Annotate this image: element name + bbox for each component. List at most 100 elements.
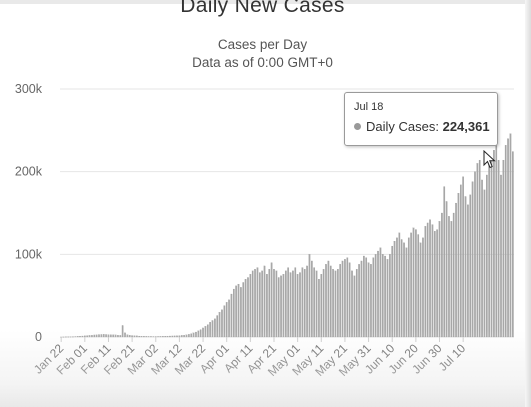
bar xyxy=(457,193,460,338)
bar xyxy=(339,264,342,338)
bar xyxy=(147,336,150,338)
bar xyxy=(162,336,164,338)
bar xyxy=(398,232,401,338)
y-tick-label: 100k xyxy=(15,247,43,261)
bar xyxy=(136,335,138,338)
bar xyxy=(140,336,143,338)
bar xyxy=(202,327,204,338)
bar xyxy=(445,201,448,338)
bar xyxy=(311,260,313,338)
tooltip-date: Jul 18 xyxy=(354,101,384,113)
bar xyxy=(270,262,273,338)
bar xyxy=(407,237,410,338)
bar xyxy=(296,274,299,338)
bar-series xyxy=(60,133,514,338)
bar xyxy=(308,254,311,338)
bar xyxy=(114,334,117,338)
bar xyxy=(95,334,98,338)
bar xyxy=(65,336,67,338)
tooltip-value: 224,361 xyxy=(442,119,490,134)
bar xyxy=(126,334,129,338)
bar xyxy=(488,163,490,338)
bar xyxy=(214,318,216,338)
bar xyxy=(169,335,171,338)
bar xyxy=(294,267,297,338)
bar xyxy=(69,336,72,338)
bar xyxy=(471,181,474,338)
bar xyxy=(512,151,514,338)
bar xyxy=(98,334,100,338)
bar xyxy=(483,189,486,338)
bar xyxy=(379,247,382,338)
bar xyxy=(84,335,86,338)
chart-subtitle: Cases per Day xyxy=(217,37,308,52)
bar xyxy=(185,334,188,338)
bar xyxy=(249,274,252,338)
bar xyxy=(117,335,119,338)
bar xyxy=(384,255,386,338)
bar xyxy=(100,334,103,338)
bar xyxy=(128,335,131,338)
bar xyxy=(386,259,389,338)
bar xyxy=(133,335,136,338)
bar xyxy=(424,226,427,338)
bar xyxy=(164,336,167,338)
pointer-cursor-icon xyxy=(483,150,496,169)
bar xyxy=(329,265,332,338)
data-tooltip: Jul 18 Daily Cases: 224,361 xyxy=(344,92,498,146)
bar xyxy=(289,272,292,338)
bar xyxy=(211,320,214,338)
bar xyxy=(237,283,240,338)
bar xyxy=(277,277,280,338)
bar xyxy=(199,329,202,338)
bar xyxy=(405,247,408,338)
bar xyxy=(110,334,112,338)
bar xyxy=(124,332,126,338)
bar xyxy=(105,334,107,338)
bar xyxy=(372,257,375,338)
bar xyxy=(391,245,394,338)
bar xyxy=(429,219,431,338)
bar xyxy=(242,282,245,338)
bar xyxy=(230,293,233,338)
bar xyxy=(459,184,462,338)
bar xyxy=(464,196,467,338)
bar xyxy=(180,335,183,338)
bar xyxy=(370,264,372,338)
bar xyxy=(173,335,176,338)
bar xyxy=(355,269,358,338)
bar xyxy=(178,335,181,338)
bar xyxy=(410,232,412,338)
bar xyxy=(79,336,81,338)
bar xyxy=(502,159,505,338)
bar xyxy=(88,335,91,338)
bar xyxy=(263,265,266,338)
bar xyxy=(228,299,230,338)
bar xyxy=(143,336,145,338)
bar xyxy=(415,229,417,338)
bar xyxy=(254,269,256,338)
bar xyxy=(476,163,479,338)
bar xyxy=(197,330,200,338)
bar xyxy=(62,336,65,338)
bar xyxy=(266,274,268,338)
bar xyxy=(67,336,70,338)
bar xyxy=(325,264,327,338)
tooltip-label: Daily Cases: xyxy=(366,119,439,134)
window-edge xyxy=(525,0,531,407)
bar xyxy=(462,176,464,338)
bar xyxy=(225,302,228,338)
bar xyxy=(287,267,289,338)
bar xyxy=(486,174,488,338)
bar xyxy=(232,288,235,338)
bar xyxy=(91,335,93,338)
bar xyxy=(448,216,450,338)
x-tick-label: Jul 10 xyxy=(436,341,469,374)
bar xyxy=(431,224,434,338)
bar xyxy=(318,279,320,338)
bar xyxy=(86,335,89,338)
bar xyxy=(150,336,152,338)
bar xyxy=(495,145,498,338)
